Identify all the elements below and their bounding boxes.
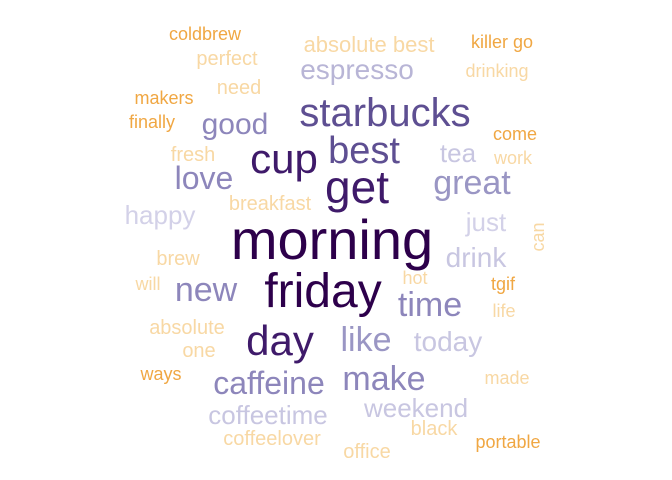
- word-makers: makers: [134, 88, 194, 108]
- word-come: come: [492, 124, 538, 144]
- word-fresh: fresh: [170, 144, 216, 166]
- word-can: can: [528, 222, 548, 252]
- word-black: black: [410, 418, 458, 440]
- word-portable: portable: [475, 432, 541, 452]
- word-absolute: absolute: [149, 317, 225, 339]
- word-best: best: [328, 130, 400, 172]
- word-today: today: [413, 326, 483, 357]
- word-will: will: [135, 274, 161, 294]
- word-brew: brew: [156, 248, 200, 270]
- word-breakfast: breakfast: [228, 193, 312, 215]
- word-just: just: [465, 207, 507, 237]
- word-coffeelover: coffeelover: [223, 428, 321, 450]
- word-friday: friday: [264, 265, 382, 318]
- word-weekend: weekend: [363, 393, 469, 423]
- word-absolute-best: absolute best: [303, 32, 435, 57]
- word-finally: finally: [128, 112, 176, 132]
- word-tgif: tgif: [490, 274, 516, 294]
- word-coldbrew: coldbrew: [168, 24, 242, 44]
- word-need: need: [216, 77, 262, 99]
- word-time: time: [397, 286, 463, 324]
- word-made: made: [484, 368, 530, 388]
- word-killer-go: killer go: [470, 32, 534, 52]
- word-espresso: espresso: [300, 54, 414, 85]
- word-work: work: [493, 148, 533, 168]
- word-good: good: [201, 108, 269, 141]
- word-morning: morning: [230, 208, 434, 271]
- word-ways: ways: [140, 364, 182, 384]
- word-caffeine: caffeine: [213, 365, 325, 401]
- word-drink: drink: [445, 242, 507, 273]
- word-day: day: [246, 317, 314, 364]
- word-new: new: [174, 271, 238, 309]
- word-one: one: [182, 340, 216, 362]
- word-drinking: drinking: [465, 61, 529, 81]
- word-love: love: [174, 160, 234, 196]
- word-perfect: perfect: [196, 48, 258, 70]
- word-life: life: [492, 301, 516, 321]
- word-great: great: [433, 164, 511, 202]
- word-tea: tea: [439, 138, 477, 168]
- word-hot: hot: [402, 268, 428, 288]
- word-like: like: [340, 321, 392, 359]
- word-make: make: [342, 360, 426, 398]
- word-starbucks: starbucks: [299, 91, 471, 135]
- word-cup: cup: [250, 135, 318, 182]
- word-get: get: [325, 161, 389, 213]
- word-coffeetime: coffeetime: [208, 400, 328, 430]
- word-office: office: [343, 441, 391, 463]
- word-happy: happy: [124, 200, 196, 230]
